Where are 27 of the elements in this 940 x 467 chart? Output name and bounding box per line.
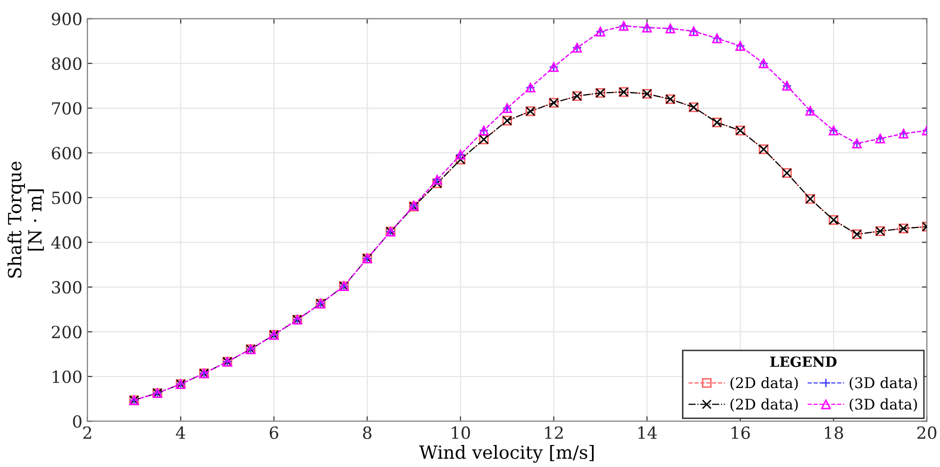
x-tick-label: 4 [176, 426, 186, 439]
legend-label: (3D data) [850, 398, 917, 412]
x-tick-label: 10 [452, 426, 470, 439]
x-tick-label: 8 [363, 426, 372, 439]
legend-title: LEGEND [770, 356, 836, 367]
y-tick-label: 600 [52, 146, 82, 160]
y-axis-title: Shaft Torque [N · m] [8, 162, 44, 278]
y-tick-label: 300 [52, 281, 82, 294]
y-tick-label: 200 [52, 326, 82, 338]
legend-label: (2D data) [730, 376, 798, 390]
y-tick-label: 700 [52, 102, 82, 115]
y-tick-label: 100 [52, 370, 82, 384]
y-tick-label: 500 [52, 192, 82, 204]
y-tick-label: 400 [51, 236, 82, 249]
x-tick-label: 6 [270, 426, 278, 439]
y-tick-label: 900 [52, 12, 82, 26]
x-axis-title: Wind velocity [m/s] [419, 445, 594, 463]
x-tick-label: 20 [917, 426, 936, 439]
y-tick-label: 0 [73, 415, 82, 428]
y-tick-label: 800 [52, 57, 82, 70]
x-tick-label: 2 [83, 426, 92, 439]
legend-label: (3D data) [850, 376, 917, 390]
x-tick-label: 12 [545, 426, 563, 439]
x-tick-label: 14 [638, 426, 657, 439]
legend-label: (2D data) [730, 398, 798, 412]
x-tick-label: 16 [732, 426, 750, 439]
x-tick-label: 18 [825, 426, 844, 439]
